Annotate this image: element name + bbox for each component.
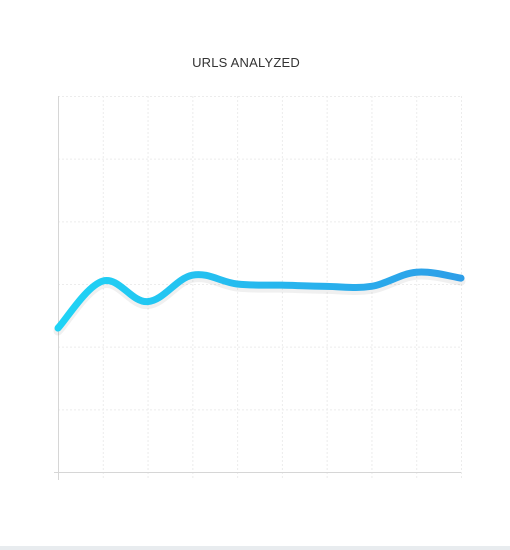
series-line bbox=[54, 268, 465, 332]
chart-title: URLS ANALYZED bbox=[192, 55, 300, 70]
footer-strip bbox=[0, 546, 510, 550]
chart-series bbox=[53, 268, 466, 336]
chart-axes bbox=[54, 96, 461, 480]
